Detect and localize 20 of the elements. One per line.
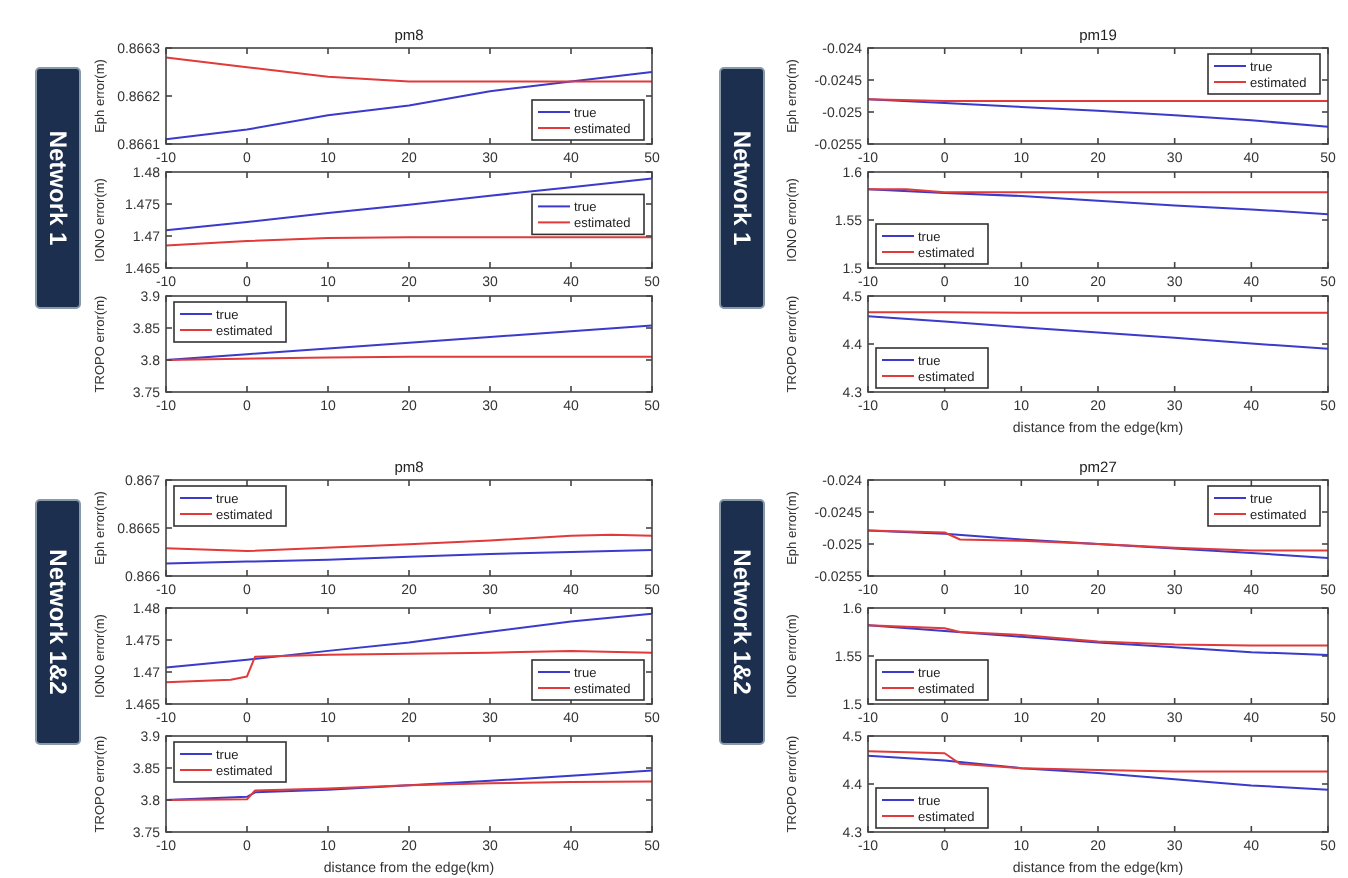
- line-series: [868, 529, 1328, 552]
- text: Network 1&2: [728, 549, 756, 696]
- line-series: [868, 750, 1328, 773]
- line-series: [166, 56, 652, 83]
- text: Network 1&2: [44, 549, 72, 696]
- line-series: [868, 98, 1328, 128]
- line-series: [868, 754, 1328, 791]
- line-series: [166, 533, 652, 553]
- line-series: [868, 315, 1328, 350]
- line-series: [166, 71, 652, 141]
- line-series: [166, 612, 652, 669]
- line-series: [166, 549, 652, 565]
- text: Network 1: [44, 130, 72, 246]
- line-series: [868, 188, 1328, 216]
- line-series: [868, 624, 1328, 647]
- line-series: [166, 177, 652, 232]
- line-series: [166, 780, 652, 801]
- line-series: [166, 649, 652, 684]
- line-series: [868, 624, 1328, 657]
- text: Network 1: [728, 130, 756, 246]
